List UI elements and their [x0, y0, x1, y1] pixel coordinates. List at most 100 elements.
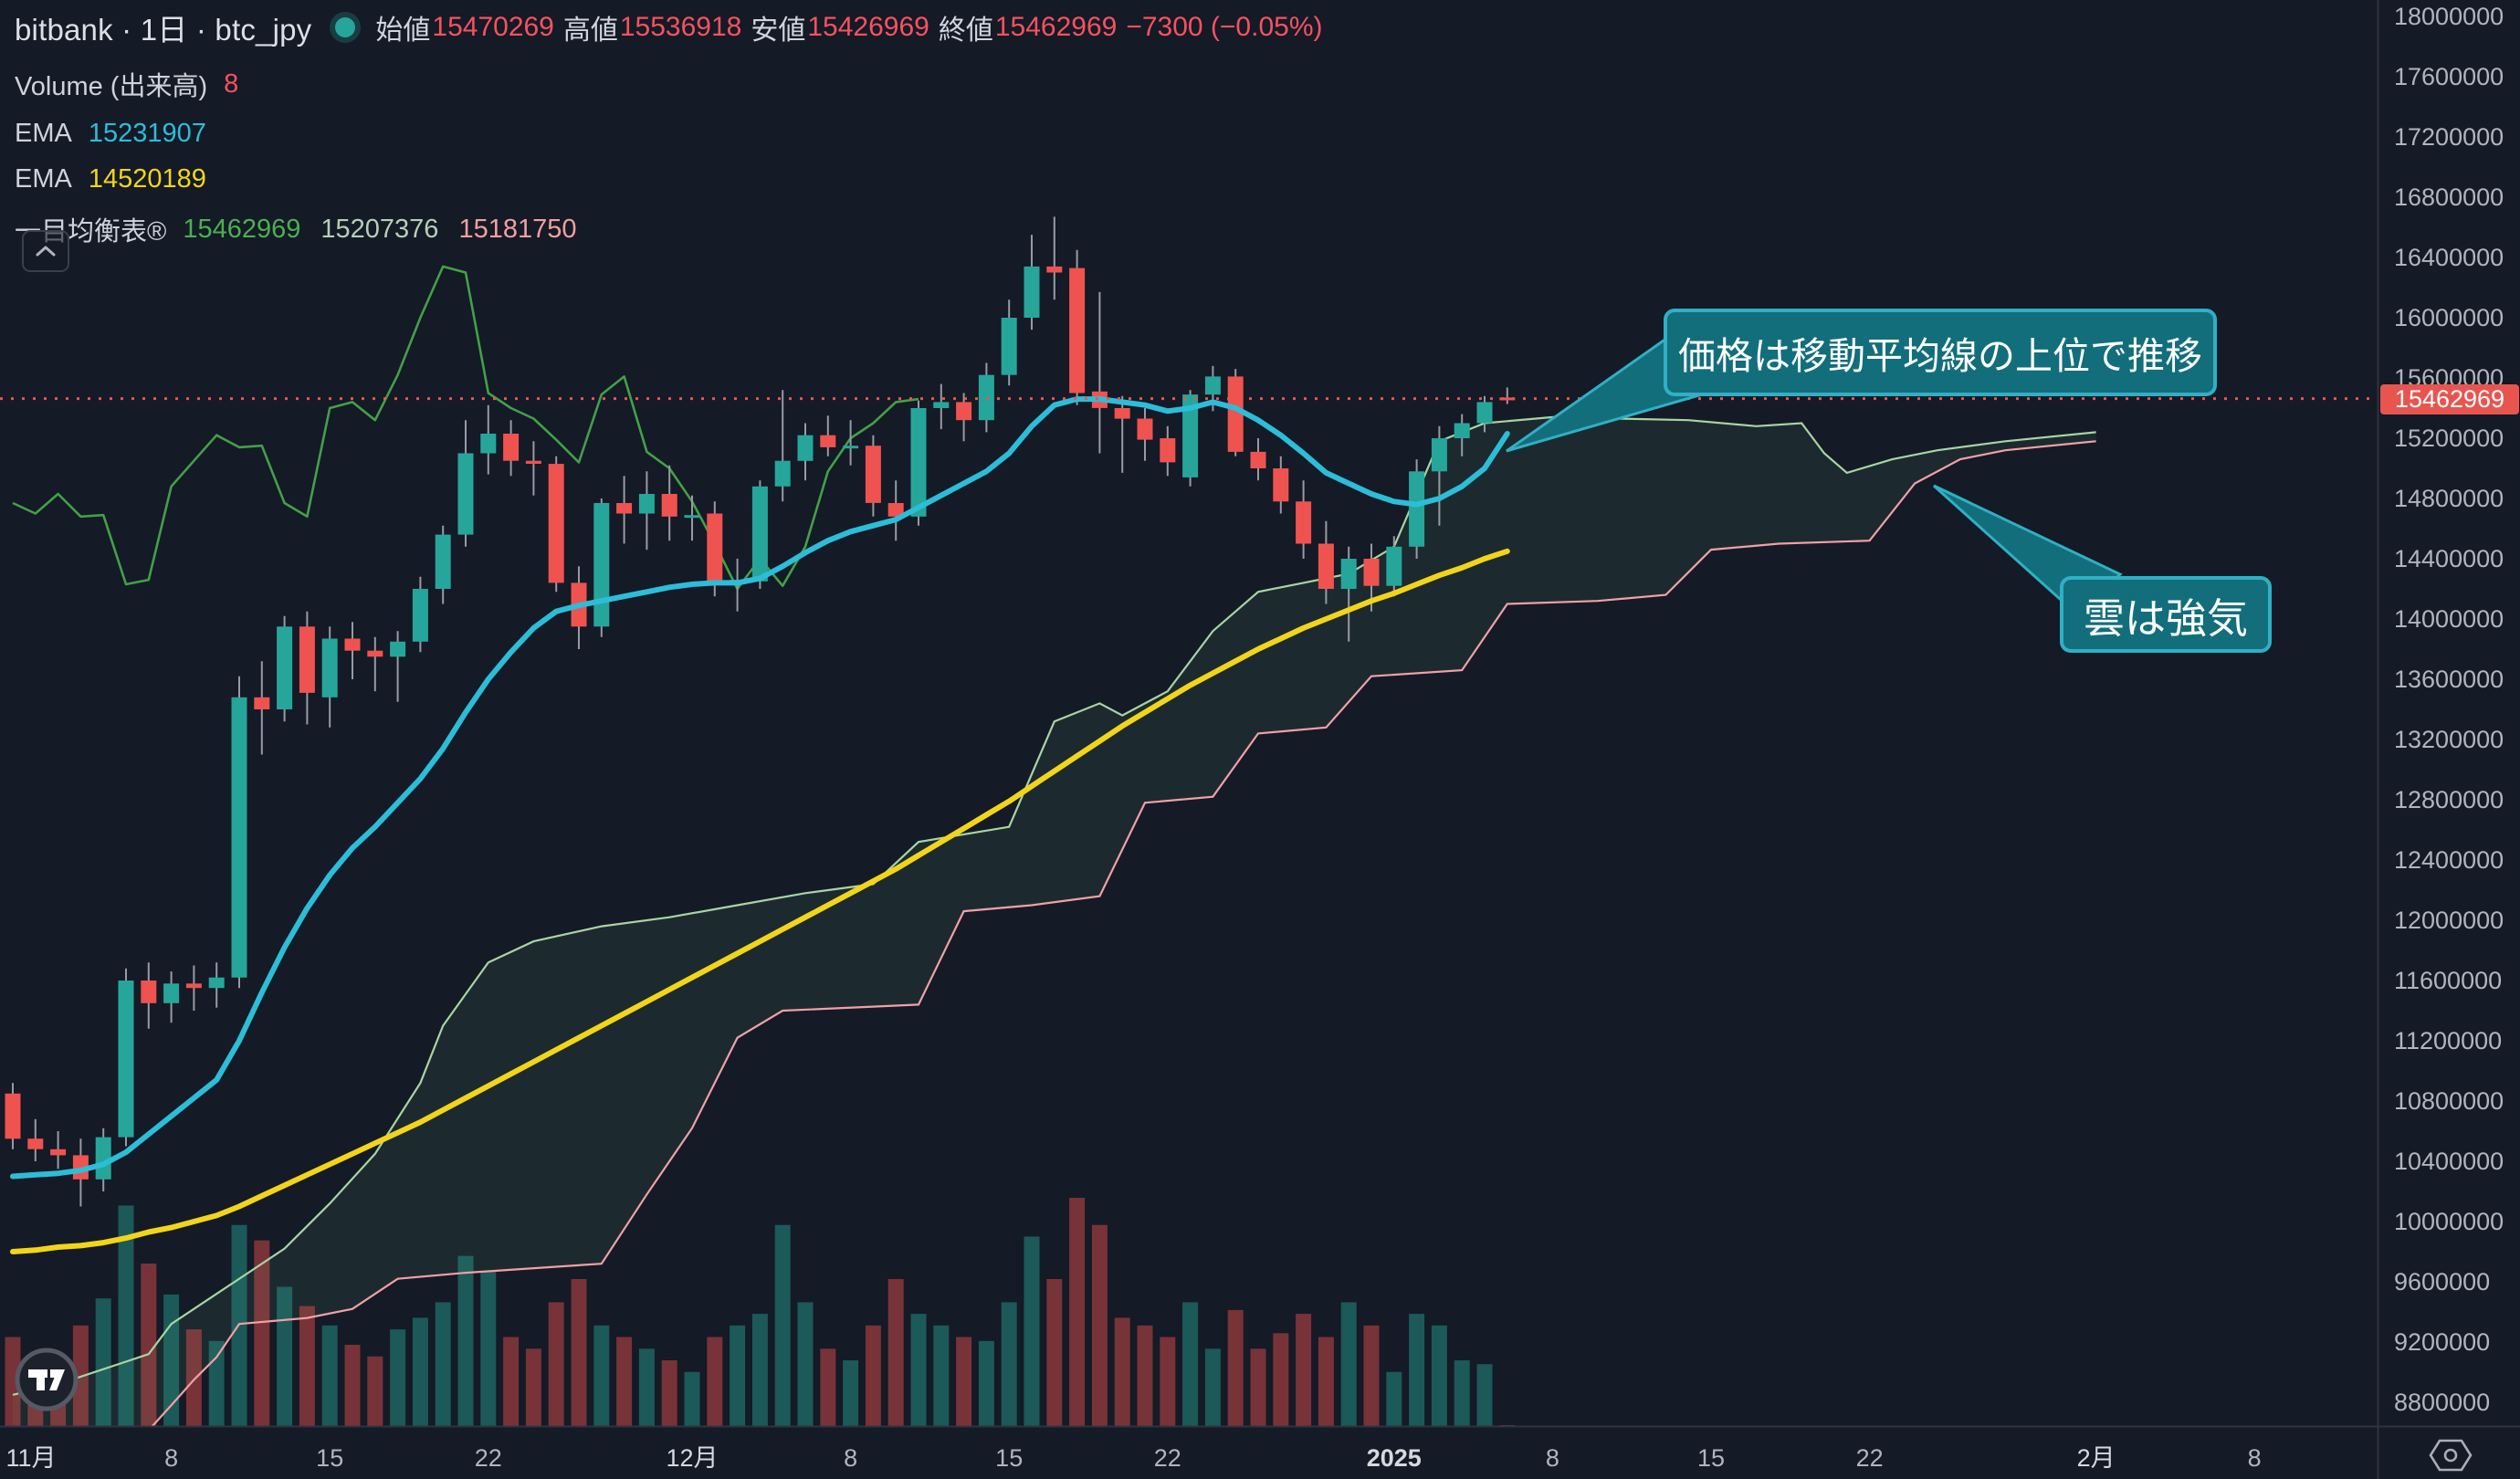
- open-label: 始値: [375, 16, 431, 46]
- y-axis-label: 9600000: [2394, 1268, 2490, 1295]
- candle-body[interactable]: [503, 434, 520, 461]
- candle-body[interactable]: [638, 494, 655, 514]
- ichimoku-cloud[interactable]: [13, 416, 2096, 1478]
- annotation-callout-cloud[interactable]: 雲は強気: [2060, 576, 2272, 653]
- candle-body[interactable]: [1024, 266, 1040, 318]
- candle-body[interactable]: [185, 983, 202, 989]
- price-axis[interactable]: 18000000 17600000 17200000 16800000 16400000…: [2378, 0, 2520, 1426]
- candle-body[interactable]: [1250, 451, 1266, 468]
- high-value: 15536918: [619, 12, 742, 42]
- candle-body[interactable]: [820, 435, 836, 447]
- candle-body[interactable]: [797, 435, 814, 461]
- candle-body[interactable]: [412, 589, 428, 642]
- candle-body[interactable]: [50, 1149, 67, 1156]
- candle-body[interactable]: [321, 638, 338, 698]
- ema-slow-line[interactable]: [10, 548, 1510, 1254]
- senkou-span-b-line[interactable]: [13, 440, 2096, 1477]
- plot-area[interactable]: [0, 216, 2378, 1477]
- candle-body[interactable]: [480, 434, 497, 454]
- senkou-span-a-line[interactable]: [12, 415, 2096, 1396]
- indicator-value: 14520189: [88, 164, 206, 194]
- candle-body[interactable]: [751, 486, 768, 582]
- candle-body[interactable]: [1069, 267, 1086, 393]
- candle-body[interactable]: [118, 981, 134, 1138]
- price-scale-settings-gear-icon[interactable]: [2427, 1435, 2474, 1479]
- x-axis-label: 22: [475, 1444, 502, 1472]
- x-axis-label: 8: [1546, 1444, 1559, 1472]
- tradingview-logo-icon[interactable]: [13, 1346, 80, 1418]
- candle-body[interactable]: [1409, 471, 1425, 547]
- candle-body[interactable]: [1318, 543, 1334, 590]
- candle-body[interactable]: [1046, 266, 1063, 273]
- candle-body[interactable]: [1476, 402, 1493, 424]
- indicator-row-ema-fast[interactable]: EMA 15231907: [15, 119, 1322, 149]
- candle-body[interactable]: [277, 626, 293, 709]
- candle-body[interactable]: [367, 650, 383, 657]
- candle-body[interactable]: [843, 446, 859, 449]
- candle-body[interactable]: [1001, 318, 1017, 375]
- volume-bar: [412, 1317, 428, 1426]
- ema-fast-line[interactable]: [10, 396, 1510, 1180]
- candle-body[interactable]: [1454, 423, 1470, 439]
- candle-body[interactable]: [1296, 501, 1312, 544]
- market-status-icon[interactable]: [335, 17, 356, 37]
- candle-body[interactable]: [774, 460, 791, 487]
- candle-body[interactable]: [231, 697, 247, 978]
- candle-body[interactable]: [616, 503, 633, 514]
- candle-body[interactable]: [956, 402, 972, 421]
- candle-body[interactable]: [1204, 376, 1221, 395]
- candle-body[interactable]: [525, 460, 541, 464]
- y-axis-label: 16000000: [2394, 304, 2504, 331]
- candle-body[interactable]: [1182, 394, 1199, 477]
- time-axis-drag-area[interactable]: [0, 1427, 2378, 1479]
- candle-body[interactable]: [1137, 418, 1153, 440]
- candle-body[interactable]: [1363, 559, 1380, 586]
- candle-body[interactable]: [1499, 397, 1516, 401]
- candle-body[interactable]: [5, 1093, 21, 1139]
- candle-body[interactable]: [593, 503, 610, 627]
- collapse-legend-button[interactable]: [22, 230, 69, 272]
- symbol-title[interactable]: bitbank · 1日 · btc_jpy: [15, 13, 312, 47]
- candle-body[interactable]: [887, 503, 904, 517]
- candle-body[interactable]: [910, 408, 927, 517]
- candle-body[interactable]: [1114, 408, 1130, 419]
- change-value: −7300 (−0.05%): [1126, 12, 1323, 42]
- open-value: 15470269: [432, 12, 554, 42]
- candle-body[interactable]: [933, 402, 950, 408]
- candle-body[interactable]: [27, 1138, 44, 1149]
- candle-body[interactable]: [707, 513, 723, 585]
- candle-body[interactable]: [163, 983, 180, 1003]
- volume-bar: [1160, 1337, 1176, 1426]
- volume-bar: [774, 1224, 791, 1426]
- candle-body[interactable]: [1160, 438, 1176, 463]
- candle-body[interactable]: [1227, 376, 1244, 452]
- candle-body[interactable]: [141, 981, 157, 1003]
- candle-body[interactable]: [435, 534, 451, 589]
- candle-body[interactable]: [865, 446, 881, 503]
- indicator-value: 8: [224, 68, 239, 99]
- candle-body[interactable]: [1386, 546, 1402, 586]
- candle-body[interactable]: [548, 464, 564, 583]
- candle-body[interactable]: [1273, 468, 1289, 502]
- candle-body[interactable]: [208, 977, 225, 989]
- candle-body[interactable]: [254, 697, 270, 709]
- time-axis[interactable]: 11月 8 15 22 12月 8 15 22 2025 8 15 22 2月 8: [0, 1427, 2378, 1479]
- candle-body[interactable]: [390, 641, 406, 657]
- candle-body[interactable]: [344, 638, 361, 651]
- candle-body[interactable]: [684, 515, 700, 519]
- indicator-row-ichimoku[interactable]: 一目均衡表® 15462969 15207376 15181750: [15, 210, 1322, 248]
- annotation-text: 価格は移動平均線の上位で推移: [1678, 335, 2202, 377]
- volume-bar: [367, 1356, 383, 1426]
- candle-body[interactable]: [1431, 438, 1447, 472]
- indicator-row-ema-slow[interactable]: EMA 14520189: [15, 164, 1322, 194]
- candle-body[interactable]: [299, 626, 315, 693]
- candle-body[interactable]: [1340, 559, 1357, 589]
- volume-bar: [797, 1302, 814, 1426]
- candle-body[interactable]: [95, 1137, 111, 1180]
- indicator-row-volume[interactable]: Volume (出来高) 8: [15, 65, 1322, 103]
- indicator-value: 15231907: [88, 119, 206, 148]
- annotation-callout-ma[interactable]: 価格は移動平均線の上位で推移: [1664, 309, 2217, 396]
- candle-body[interactable]: [457, 453, 474, 535]
- candle-body[interactable]: [661, 494, 677, 517]
